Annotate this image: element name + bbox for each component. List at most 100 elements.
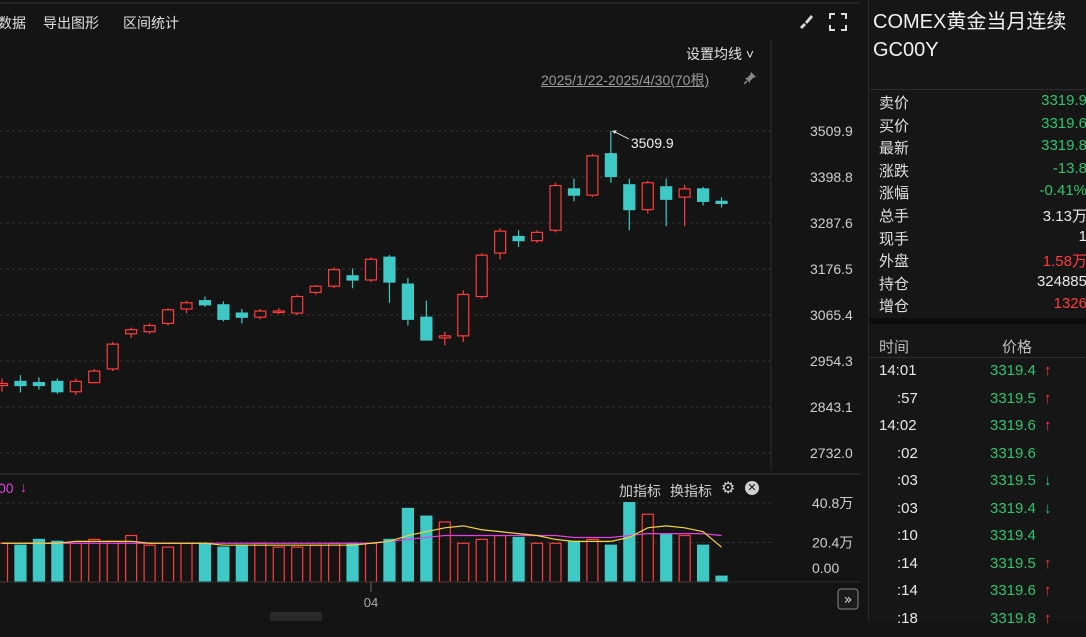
toolbar-range-stats[interactable]: 区间统计 — [123, 15, 179, 31]
candle-up — [530, 231, 544, 242]
volume-bar-up — [180, 542, 193, 583]
tick-time: :03 — [897, 499, 918, 517]
volume-bar-down — [32, 538, 46, 583]
candle-down — [198, 300, 212, 306]
candle-up — [180, 302, 193, 310]
candle-down — [715, 200, 728, 204]
volume-bar-up — [586, 538, 599, 583]
candle-up — [125, 329, 138, 335]
arrow-up-icon: ↑ — [1044, 389, 1052, 407]
candle-up — [254, 310, 267, 318]
tick-row: :14 3319.5 ↑ — [869, 555, 1086, 582]
quote-row: 涨跌 -13.8 — [879, 160, 1086, 182]
candle-up — [291, 295, 304, 314]
price-tick-label: 3065.4 — [810, 307, 853, 323]
high-annotation-arrow — [611, 129, 617, 134]
ma-settings-label: 设置均线 — [686, 46, 742, 62]
volume-bar-down — [660, 532, 673, 583]
tick-time: :02 — [897, 444, 918, 462]
candle-up — [69, 380, 82, 393]
quote-value: 3319.8 — [1041, 137, 1086, 155]
candle-up — [475, 254, 488, 298]
quote-label: 增仓 — [879, 298, 910, 316]
pin-icon[interactable] — [742, 70, 758, 86]
volume-bar-up — [494, 534, 507, 583]
volume-bars — [0, 502, 728, 583]
volume-bar-up — [309, 544, 322, 583]
tick-price: 3319.5 — [990, 389, 1036, 407]
volume-bar-up — [161, 546, 175, 583]
instrument-title: COMEX黄金当月连续 GC00Y — [873, 8, 1066, 64]
tick-price: 3319.4 — [990, 527, 1036, 544]
arrow-up-icon: ↑ — [1044, 609, 1052, 627]
date-range-label[interactable]: 2025/1/22-2025/4/30(70根) — [541, 72, 710, 88]
tick-price: 3319.6 — [990, 444, 1036, 462]
arrow-up-icon: ↑ — [1044, 554, 1052, 572]
fullscreen-icon[interactable] — [828, 12, 848, 32]
quote-value: 1326 — [1053, 295, 1086, 313]
quote-row: 持仓 324885 — [879, 273, 1086, 295]
volume-bar-down — [715, 575, 728, 583]
volume-bar-up — [272, 546, 285, 583]
candle-up — [438, 335, 451, 339]
quote-value: 3319.6 — [1041, 114, 1086, 132]
candle-up — [457, 293, 470, 337]
quote-label: 总手 — [879, 208, 910, 225]
candle-down — [383, 256, 396, 283]
tick-price: 3319.6 — [990, 417, 1036, 434]
ma-settings-button[interactable]: 设置均线 ˅ — [686, 44, 754, 64]
candle-up — [494, 230, 507, 254]
bottom-tab-partial[interactable] — [270, 612, 322, 621]
price-tick-label: 3287.6 — [810, 215, 853, 231]
volume-bar-up — [641, 513, 654, 583]
add-indicator-button[interactable]: 加指标 — [619, 483, 661, 499]
expand-button[interactable] — [837, 588, 859, 610]
title-divider — [869, 89, 1086, 90]
candle-up — [586, 155, 599, 196]
candle-up — [641, 182, 654, 211]
indicator-left-value: 00 — [0, 480, 14, 496]
close-icon[interactable]: ✕ — [745, 481, 759, 495]
price-tick-label: 3176.5 — [810, 261, 853, 277]
price-tick-label: 3398.8 — [810, 169, 853, 185]
tick-row: 14:01 3319.4 ↑ — [869, 362, 1086, 389]
volume-bar-up — [106, 540, 119, 583]
arrow-up-icon: ↑ — [1044, 362, 1052, 379]
tick-time: :14 — [897, 582, 918, 599]
candle-down — [217, 304, 230, 320]
volume-bar-up — [549, 542, 562, 583]
candle-up — [272, 310, 285, 314]
ticks-header-time: 时间 — [879, 339, 910, 356]
volume-bar-down — [383, 538, 396, 583]
quote-row: 卖价 3319.9 — [879, 92, 1086, 114]
x-tick-label: 04 — [364, 595, 378, 610]
high-annotation-label: 3509.9 — [631, 135, 674, 151]
volume-bar-down — [217, 546, 230, 583]
toolbar-data[interactable]: 数据 — [0, 15, 26, 31]
quote-panel: COMEX黄金当月连续 GC00Y 卖价 3319.9 买价 3319.6 最新 3319… — [868, 0, 1086, 627]
volume-bar-up — [457, 542, 470, 583]
candle-down — [604, 153, 617, 178]
brush-icon[interactable] — [797, 12, 815, 30]
quote-value: 1.58万 — [1042, 253, 1086, 271]
quote-label: 持仓 — [879, 275, 910, 293]
switch-indicator-button[interactable]: 换指标 — [670, 483, 712, 499]
tick-row: :03 3319.5 ↓ — [869, 472, 1086, 499]
kline-chart[interactable]: 3509.9 3509.9 3398.8 3287.6 3176.5 3065.4 295… — [0, 0, 860, 621]
price-grid — [0, 130, 771, 454]
toolbar-export-graphic[interactable]: 导出图形 — [43, 15, 99, 31]
quote-value: -13.8 — [1052, 159, 1086, 177]
volume-bar-down — [512, 536, 525, 583]
tick-price: 3319.5 — [990, 472, 1036, 489]
quote-row: 增仓 1326 — [879, 295, 1086, 317]
volume-ticks: 40.8万 20.4万 0.00 — [812, 495, 853, 576]
volume-bar-up — [328, 542, 341, 583]
volume-bar-up — [0, 542, 9, 583]
tick-row: :03 3319.4 ↓ — [869, 500, 1086, 527]
tick-price: 3319.5 — [990, 554, 1036, 572]
volume-bar-up — [125, 534, 138, 583]
quote-value: 1 — [1078, 227, 1086, 245]
tick-time: :14 — [897, 554, 918, 572]
gear-icon[interactable]: ⚙ — [721, 480, 736, 497]
ticks-header-price: 价格 — [1002, 339, 1033, 356]
